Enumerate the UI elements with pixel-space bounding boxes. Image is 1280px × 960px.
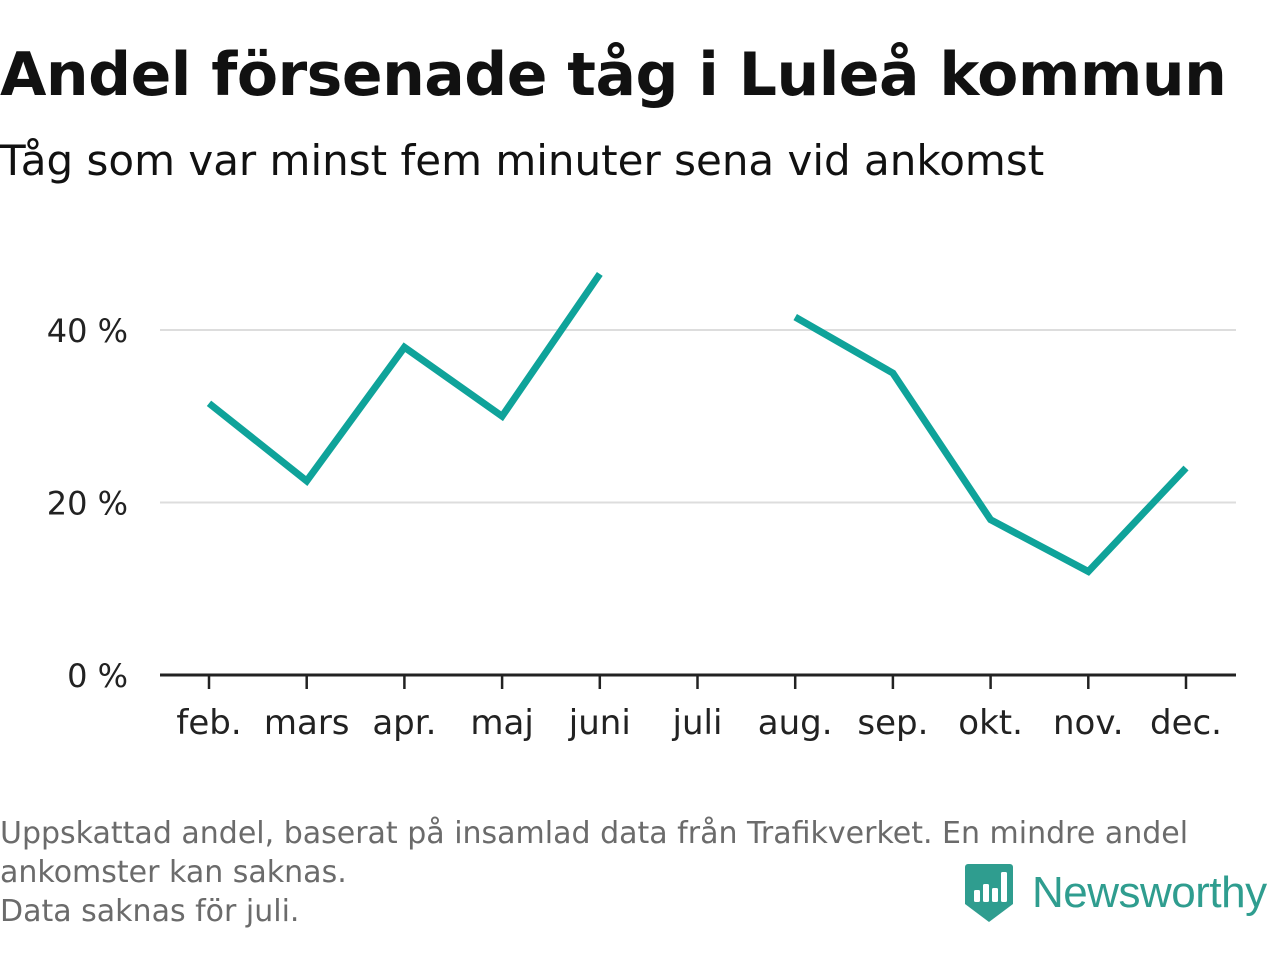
brand-logo: Newsworthy: [964, 862, 1267, 924]
x-tick-label: apr.: [372, 703, 436, 743]
y-tick-label: 0 %: [67, 657, 128, 695]
chart-subtitle: Tåg som var minst fem minuter sena vid a…: [0, 136, 1045, 185]
y-tick-label: 40 %: [47, 312, 128, 350]
x-tick-label: mars: [264, 703, 350, 743]
series-lines: [206, 271, 1189, 576]
gridlines: [160, 329, 1236, 504]
y-axis-ticks: 0 % 20 % 40 %: [47, 312, 128, 695]
series-line-segment: [206, 271, 603, 486]
x-tick-label: juni: [568, 703, 631, 743]
chart-title: Andel försenade tåg i Luleå kommun: [0, 40, 1227, 110]
series-line-segment: [793, 314, 1189, 576]
footnote-line-1: Uppskattad andel, baserat på insamlad da…: [0, 816, 1189, 851]
x-tick-label: aug.: [758, 703, 833, 743]
footnote-line-3: Data saknas för juli.: [0, 894, 300, 929]
x-axis-labels: feb. mars apr. maj juni juli aug. sep. okt. nov. d…: [176, 703, 1222, 743]
x-tick-label: sep.: [857, 703, 928, 743]
x-tick-label: juli: [672, 703, 723, 743]
bar-chart-badge-icon: [965, 864, 1013, 922]
footnote-line-2: ankomster kan saknas.: [0, 855, 347, 890]
x-tick-label: dec.: [1150, 703, 1222, 743]
x-axis: [160, 673, 1236, 689]
x-tick-label: nov.: [1053, 703, 1124, 743]
y-tick-label: 20 %: [47, 485, 128, 523]
x-tick-label: maj: [470, 703, 533, 743]
x-tick-label: feb.: [176, 703, 241, 743]
footnote: Uppskattad andel, baserat på insamlad da…: [0, 814, 1189, 931]
brand-name: Newsworthy: [1032, 868, 1267, 917]
line-chart: 0 % 20 % 40 % feb. mars apr. maj juni juli aug. s…: [47, 271, 1236, 743]
x-tick-label: okt.: [958, 703, 1023, 743]
